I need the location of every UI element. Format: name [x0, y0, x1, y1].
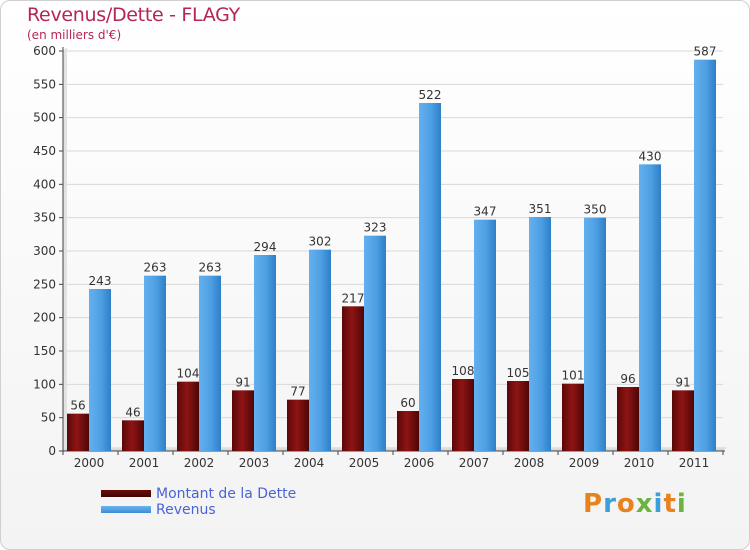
bar-debt — [122, 420, 144, 451]
y-tick-label: 550 — [33, 77, 56, 91]
bar-revenue — [89, 289, 111, 451]
bar-debt — [287, 399, 309, 451]
bars — [67, 59, 716, 452]
data-label-debt: 56 — [70, 399, 85, 413]
bar-revenue — [419, 103, 441, 451]
data-label-revenue: 351 — [529, 202, 552, 216]
data-label-debt: 91 — [235, 375, 250, 389]
data-label-debt: 77 — [290, 385, 305, 399]
bar-revenue — [529, 217, 551, 451]
data-label-revenue: 263 — [144, 261, 167, 275]
bar-debt — [232, 390, 254, 451]
data-label-revenue: 323 — [364, 221, 387, 235]
chart-title: Revenus/Dette - FLAGY — [27, 4, 240, 26]
data-label-debt: 60 — [400, 396, 415, 410]
axis-depth-wall — [63, 47, 67, 451]
bar-revenue — [364, 235, 386, 451]
data-label-revenue: 302 — [309, 235, 332, 249]
data-label-debt: 101 — [562, 369, 585, 383]
logo-letter: o — [616, 489, 636, 519]
bar-revenue — [474, 219, 496, 451]
floor-band — [63, 447, 727, 451]
y-tick-label: 300 — [33, 244, 56, 258]
data-label-debt: 104 — [177, 367, 200, 381]
data-label-revenue: 263 — [199, 261, 222, 275]
x-tick-label: 2004 — [294, 456, 325, 470]
y-tick-label: 350 — [33, 211, 56, 225]
bar-debt — [672, 390, 694, 451]
x-tick-label: 2010 — [624, 456, 655, 470]
x-tick-label: 2009 — [569, 456, 600, 470]
data-label-revenue: 294 — [254, 240, 277, 254]
x-tick-label: 2001 — [129, 456, 160, 470]
legend-label-debt: Montant de la Dette — [156, 486, 297, 502]
bar-revenue — [694, 59, 716, 452]
bar-debt — [617, 387, 639, 451]
data-label-debt: 91 — [675, 375, 690, 389]
y-tick-label: 0 — [48, 444, 56, 458]
y-tick-label: 600 — [33, 44, 56, 58]
x-tick-label: 2000 — [74, 456, 105, 470]
data-label-revenue: 522 — [419, 88, 442, 102]
x-tick-label: 2008 — [514, 456, 545, 470]
y-tick-label: 450 — [33, 144, 56, 158]
data-label-revenue: 350 — [584, 203, 607, 217]
bar-debt — [342, 306, 364, 451]
bar-revenue — [199, 275, 221, 451]
bar-revenue — [144, 275, 166, 451]
logo-letter: x — [635, 489, 654, 519]
logo-letter: i — [653, 489, 664, 519]
bar-revenue — [639, 164, 661, 452]
y-tick-label: 150 — [33, 344, 56, 358]
logo-letter: t — [663, 489, 677, 519]
data-label-debt: 217 — [342, 291, 365, 305]
data-labels: 56 243 46 263 104 263 91 294 77 302 217 323 60 522 108… — [70, 45, 716, 420]
bar-debt — [397, 411, 419, 451]
data-label-debt: 105 — [507, 366, 530, 380]
bar-debt — [507, 381, 529, 451]
x-tick-label: 2011 — [679, 456, 710, 470]
y-tick-label: 200 — [33, 311, 56, 325]
data-label-debt: 108 — [452, 364, 475, 378]
logo-letter: P — [583, 489, 604, 519]
bar-revenue — [584, 217, 606, 451]
bar-debt — [177, 381, 199, 451]
y-tick-label: 400 — [33, 177, 56, 191]
x-tick-label: 2002 — [184, 456, 215, 470]
data-label-revenue: 587 — [694, 45, 717, 59]
data-label-debt: 46 — [125, 405, 140, 419]
x-tick-label: 2005 — [349, 456, 380, 470]
bar-debt — [452, 379, 474, 451]
legend-label-revenue: Revenus — [156, 502, 216, 518]
logo-letter: r — [603, 489, 617, 519]
data-label-revenue: 347 — [474, 205, 497, 219]
data-label-revenue: 243 — [89, 274, 112, 288]
axes: 0 50 100 150 200 250 300 350 400 450 500 550 600 2000… — [33, 44, 727, 470]
bar-debt — [67, 413, 89, 451]
data-label-debt: 96 — [620, 372, 635, 386]
bar-debt — [562, 383, 584, 451]
y-tick-label: 250 — [33, 277, 56, 291]
logo-letter: i — [676, 489, 687, 519]
y-tick-label: 100 — [33, 377, 56, 391]
legend-swatch-revenue — [101, 506, 151, 513]
bar-revenue — [254, 255, 276, 451]
chart-subtitle: (en milliers d'€) — [27, 28, 122, 42]
bar-revenue — [309, 249, 331, 451]
data-label-revenue: 430 — [639, 149, 662, 163]
y-tick-label: 50 — [41, 411, 56, 425]
y-tick-label: 500 — [33, 111, 56, 125]
gridlines — [63, 50, 723, 452]
proxiti-logo: Proxiti — [583, 489, 687, 519]
x-tick-label: 2006 — [404, 456, 435, 470]
x-tick-label: 2007 — [459, 456, 490, 470]
legend-swatch-debt — [101, 490, 151, 497]
x-tick-label: 2003 — [239, 456, 270, 470]
